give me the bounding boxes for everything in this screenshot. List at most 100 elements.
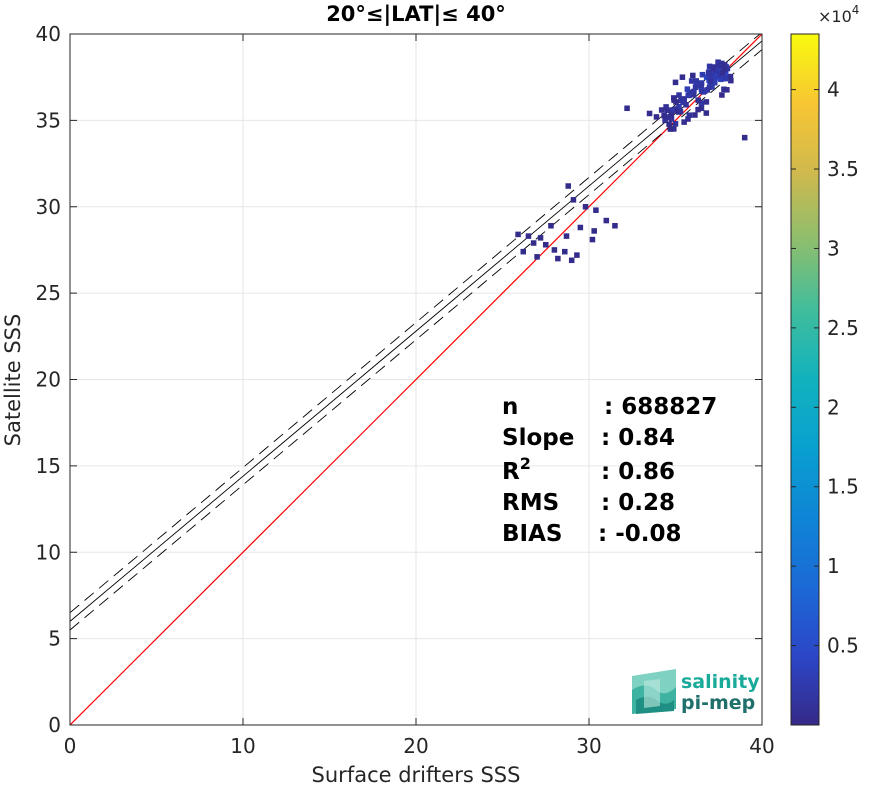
colorbar-tick-label: 3.5	[827, 157, 859, 181]
density-cell	[693, 78, 700, 84]
y-tick-label: 20	[36, 368, 61, 392]
chart-title: 20°≤|LAT|≤ 40°	[326, 2, 506, 27]
density-cell	[699, 71, 706, 78]
density-cell	[653, 114, 660, 120]
density-cell	[685, 116, 691, 122]
density-cell	[612, 222, 618, 229]
density-cell	[724, 65, 731, 72]
y-tick-label: 15	[36, 454, 61, 478]
density-cell	[719, 69, 726, 76]
density-cell	[698, 82, 704, 89]
density-cell	[551, 247, 558, 253]
colorbar-tick-label: 2.5	[827, 316, 859, 340]
density-cell	[669, 107, 675, 113]
density-cell	[710, 65, 717, 72]
colorbar-tick-label: 1.5	[827, 475, 859, 499]
density-cell	[542, 241, 549, 248]
stat-label: Slope	[502, 425, 574, 451]
density-cell	[664, 107, 671, 114]
stat-label: R2	[502, 454, 531, 485]
colorbar-ticks: 0.5 1 1.5 2 2.5 3 3.5 4	[791, 78, 859, 658]
density-cell	[677, 108, 684, 115]
density-cell	[624, 105, 630, 112]
density-cell	[562, 248, 568, 255]
density-cell	[591, 228, 597, 234]
density-cell	[603, 217, 610, 224]
density-cell	[686, 92, 692, 99]
stat-label-superscript: 2	[520, 454, 531, 473]
stat-label: BIAS	[502, 521, 562, 547]
colorbar-tick-label: 4	[827, 78, 840, 102]
density-cell	[525, 233, 532, 239]
density-cell	[672, 121, 679, 127]
density-cell	[695, 97, 701, 103]
density-cell	[548, 222, 554, 229]
fit-line	[70, 40, 762, 622]
y-tick-label: 0	[48, 713, 61, 737]
density-cell	[537, 235, 544, 241]
density-cell	[671, 126, 677, 132]
y-tick-label: 5	[48, 627, 61, 651]
colorbar-tick-label: 1	[827, 554, 840, 578]
density-cell	[721, 86, 727, 93]
colorbar-tick-label: 2	[827, 395, 840, 419]
density-cell	[701, 88, 708, 94]
density-cell	[577, 224, 584, 231]
stat-value: : 0.28	[601, 490, 675, 516]
density-cell	[706, 69, 712, 75]
density-cell	[574, 252, 580, 258]
fit-band-line	[70, 34, 761, 614]
density-cell	[706, 74, 713, 80]
density-cell	[715, 59, 721, 65]
density-cell	[676, 103, 682, 110]
density-cell	[722, 70, 729, 77]
density-cell	[663, 104, 669, 110]
stat-value: : 0.84	[601, 425, 675, 451]
colorbar-exponent-power: 4	[852, 3, 860, 17]
density-cell	[703, 99, 710, 105]
density-cell	[724, 87, 730, 93]
y-tick-label: 40	[36, 22, 61, 46]
density-cell	[683, 102, 689, 108]
density-cell	[520, 248, 527, 255]
density-cell	[711, 79, 718, 86]
x-tick-label: 10	[230, 734, 255, 758]
logo-text-pimep: pi-mep	[681, 692, 755, 714]
fit-band-line	[70, 49, 762, 631]
density-cell	[711, 75, 718, 81]
density-cell	[692, 112, 698, 118]
y-tick-label: 10	[36, 540, 61, 564]
stat-label-text: BIAS	[502, 521, 562, 547]
stat-label: n	[502, 394, 518, 420]
density-cell	[706, 84, 713, 91]
density-cell	[722, 75, 729, 82]
density-cell	[718, 76, 724, 83]
density-cell	[719, 92, 725, 98]
stat-label-text: n	[502, 394, 518, 420]
density-cell	[707, 78, 714, 84]
density-cells	[515, 59, 748, 264]
density-cell	[690, 72, 696, 79]
density-cell	[684, 86, 691, 92]
stat-label-text: Slope	[502, 425, 574, 451]
x-tick-label: 20	[403, 734, 428, 758]
colorbar-exponent-base: ×10	[818, 7, 852, 26]
density-cell	[658, 107, 665, 113]
stat-value: : 0.86	[601, 459, 675, 485]
density-cell	[565, 183, 572, 189]
x-tick-label: 0	[64, 734, 77, 758]
stats-annotation: n: 688827 Slope: 0.84 R2: 0.86 RMS: 0.28 BIA…	[502, 394, 717, 547]
density-cell	[741, 134, 748, 141]
density-cell	[667, 126, 674, 132]
density-cell	[672, 79, 679, 86]
density-cell	[691, 88, 697, 95]
y-tick-label: 30	[36, 195, 61, 219]
density-cell	[662, 117, 668, 124]
density-cell	[716, 72, 723, 79]
density-cell	[646, 110, 653, 117]
density-cell	[515, 231, 521, 238]
density-cell	[680, 99, 686, 106]
axis-ticks: 0 10 20 30 40 0 5 10 15 20 25 30 35 40	[36, 22, 775, 758]
density-cell	[719, 60, 725, 67]
logo-emblem	[632, 669, 676, 714]
